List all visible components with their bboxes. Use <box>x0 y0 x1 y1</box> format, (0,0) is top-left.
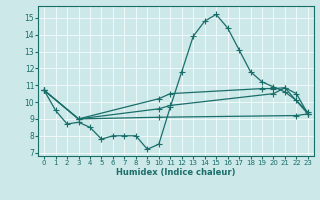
X-axis label: Humidex (Indice chaleur): Humidex (Indice chaleur) <box>116 168 236 177</box>
